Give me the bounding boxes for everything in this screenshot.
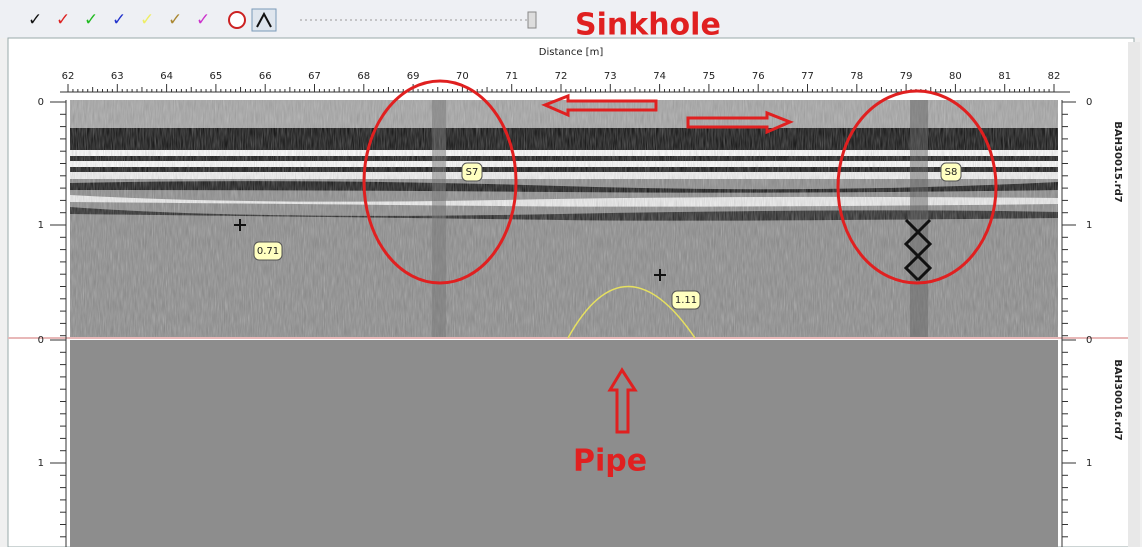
anomaly [910, 100, 928, 338]
x-tick-label: 79 [900, 71, 913, 82]
left-tick-label: 0 [38, 335, 44, 346]
right-tick-label: 0 [1086, 97, 1092, 108]
x-tick-label: 65 [210, 71, 223, 82]
x-tick-label: 72 [555, 71, 568, 82]
x-tick-label: 73 [604, 71, 617, 82]
file-name: BAH30016.rd7 [1112, 359, 1123, 440]
x-tick-label: 74 [653, 71, 666, 82]
x-tick-label: 77 [801, 71, 814, 82]
pipe-annotation: Pipe [573, 444, 647, 479]
radargram [70, 100, 1058, 338]
x-tick-label: 63 [111, 71, 124, 82]
tool-icon[interactable]: ✓ [56, 10, 70, 30]
tool-icon[interactable]: ✓ [196, 10, 210, 30]
x-tick-label: 70 [456, 71, 469, 82]
x-tick-label: 76 [752, 71, 765, 82]
x-tick-label: 67 [308, 71, 321, 82]
tool-icon[interactable]: ✓ [168, 10, 182, 30]
anomaly [432, 100, 446, 338]
left-tick-label: 1 [38, 220, 44, 231]
x-tick-label: 66 [259, 71, 272, 82]
right-tick-label: 0 [1086, 335, 1092, 346]
marker-label: 1.11 [675, 295, 697, 306]
x-tick-label: 82 [1048, 71, 1061, 82]
marker-label: S8 [945, 167, 958, 178]
scrollbar[interactable] [1128, 42, 1140, 547]
x-axis-label: Distance [m] [539, 47, 604, 58]
x-tick-label: 81 [998, 71, 1011, 82]
tool-button[interactable] [229, 12, 245, 28]
radargram-empty-pane [70, 340, 1058, 547]
left-tick-label: 0 [38, 97, 44, 108]
x-tick-label: 78 [850, 71, 863, 82]
tool-icon[interactable]: ✓ [84, 10, 98, 30]
screenshot: ✓ ✓ ✓ ✓ ✓ ✓ ✓ Sinkhole Distance [m] 62 63… [0, 0, 1142, 547]
radargram-noise [70, 100, 1058, 338]
x-tick-label: 71 [505, 71, 518, 82]
x-tick-label: 64 [160, 71, 173, 82]
page: {"toolbar": {"annotation": "Sinkhole"}, … [0, 0, 1142, 547]
sinkhole-annotation: Sinkhole [575, 8, 721, 43]
x-tick-label: 75 [703, 71, 716, 82]
x-tick-label: 80 [949, 71, 962, 82]
tool-icon[interactable]: ✓ [112, 10, 126, 30]
x-tick-label: 68 [357, 71, 370, 82]
slider-thumb[interactable] [528, 12, 536, 28]
marker-label: 0.71 [257, 246, 279, 257]
x-tick-label: 69 [407, 71, 420, 82]
file-name: BAH30015.rd7 [1112, 121, 1123, 202]
marker-label: S7 [466, 167, 479, 178]
right-tick-label: 1 [1086, 458, 1092, 469]
tool-icon[interactable]: ✓ [28, 10, 42, 30]
tool-icon[interactable]: ✓ [140, 10, 154, 30]
left-tick-label: 1 [38, 458, 44, 469]
x-tick-label: 62 [62, 71, 75, 82]
right-tick-label: 1 [1086, 220, 1092, 231]
